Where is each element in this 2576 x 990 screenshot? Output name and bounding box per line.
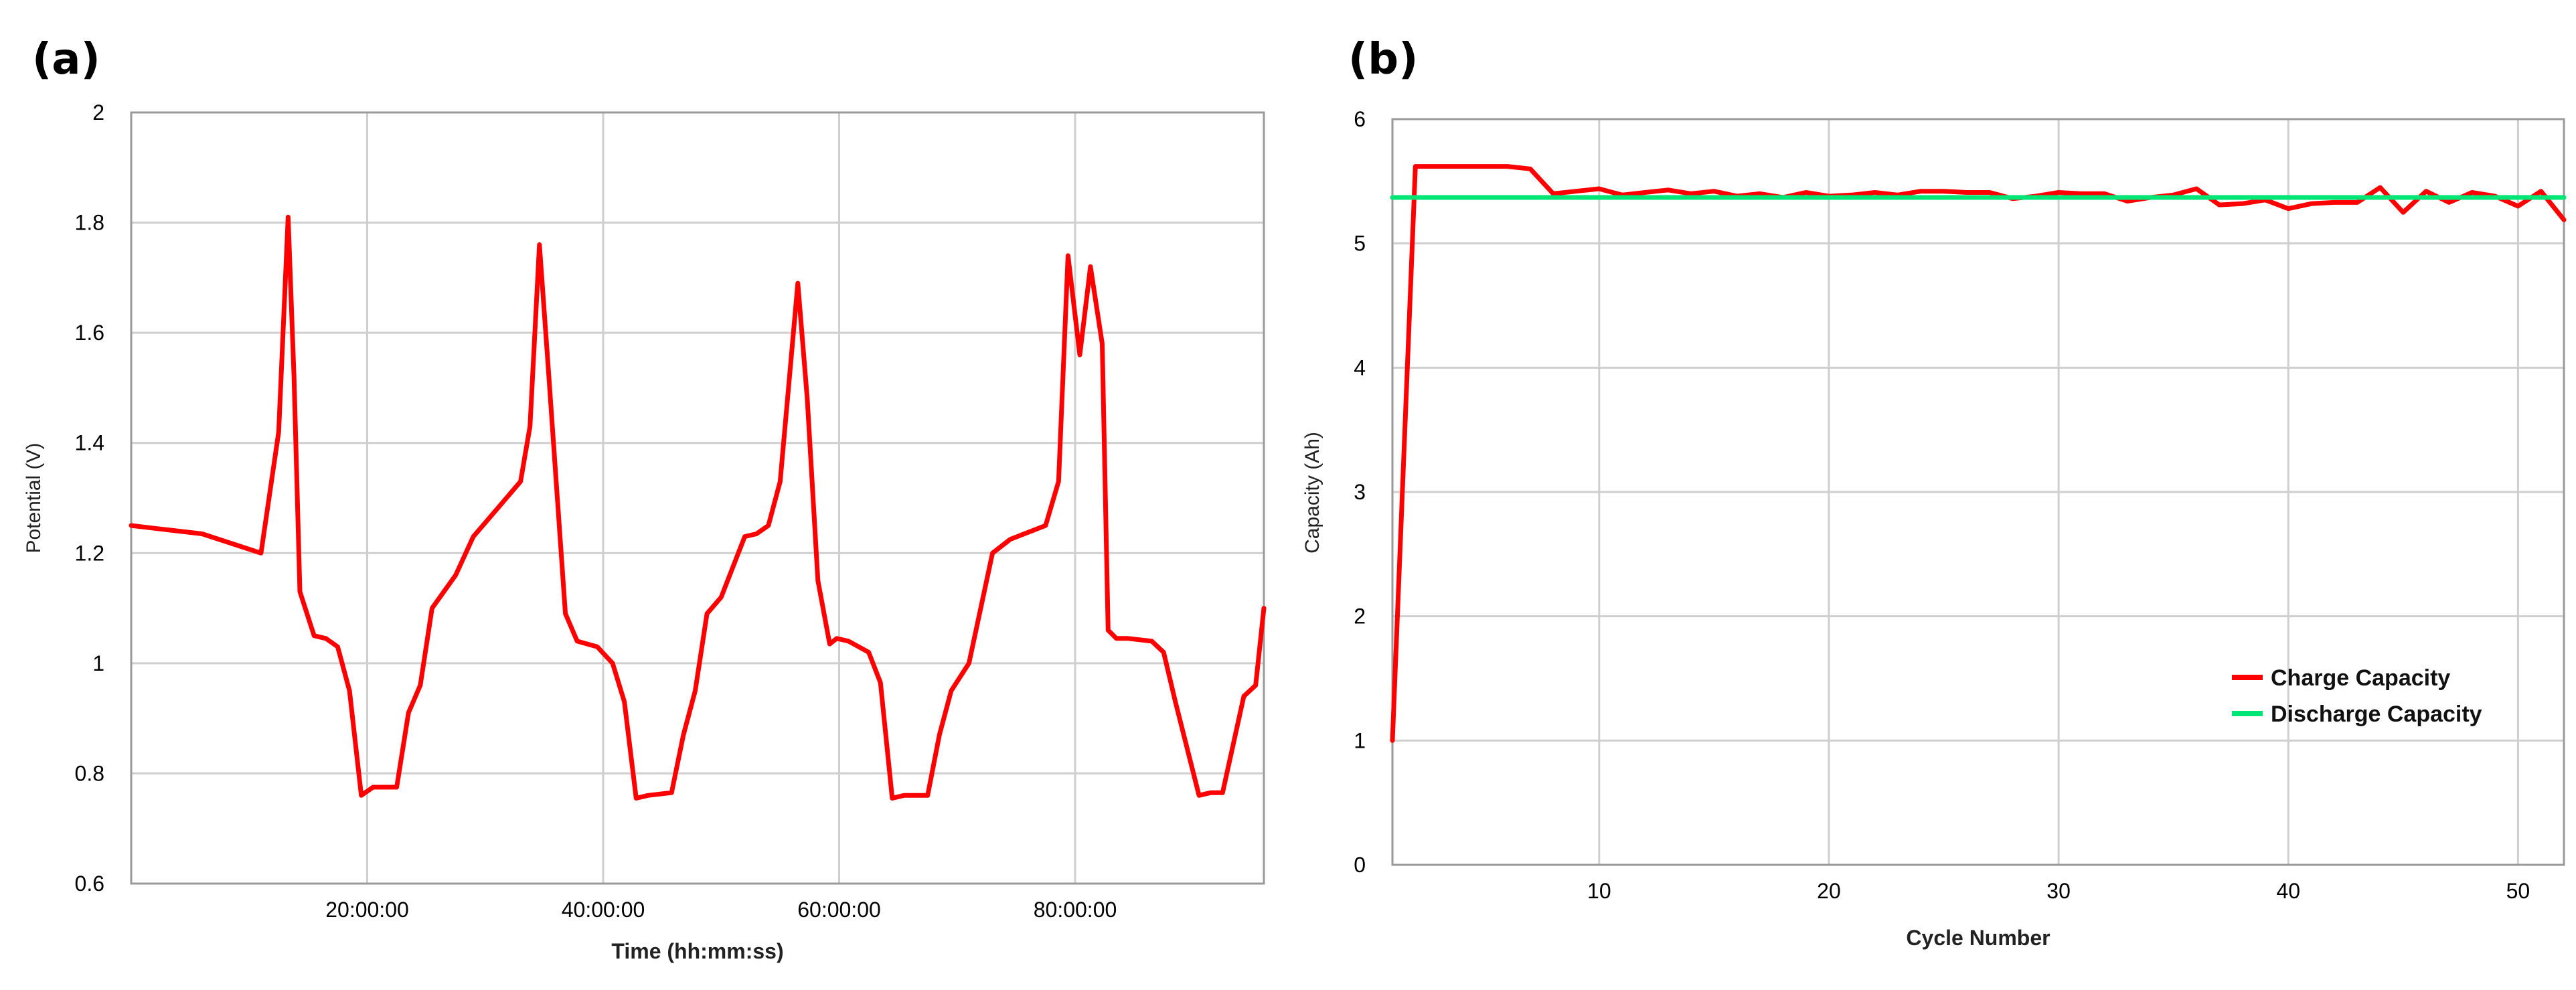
- panel-label-a: (a): [32, 35, 100, 84]
- chart-b-y-tick-label: 6: [1354, 107, 1366, 131]
- chart-b-x-axis-title: Cycle Number: [1906, 926, 2050, 950]
- chart-a-y-tick-label: 0.8: [75, 761, 104, 785]
- chart-b-x-tick-label: 50: [2506, 879, 2530, 903]
- chart-b-y-tick-labels: 0 1 2 3 4 5 6: [1354, 107, 1366, 877]
- chart-a-y-tick-labels: 0.6 0.8 1 1.2 1.4 1.6 1.8 2: [75, 100, 104, 896]
- legend-label-charge-capacity: Charge Capacity: [2271, 665, 2450, 691]
- chart-b-y-tick-label: 2: [1354, 604, 1366, 629]
- chart-a-series-line-series-0: [129, 214, 1267, 801]
- chart-b-y-tick-label: 0: [1354, 853, 1366, 877]
- chart-b-y-tick-label: 1: [1354, 728, 1366, 752]
- chart-b-x-tick-labels: 10 20 30 40 50: [1587, 879, 2530, 903]
- chart-b-legend: Charge Capacity Discharge Capacity: [2232, 665, 2482, 727]
- chart-a-y-tick-label: 0.6: [75, 872, 104, 896]
- chart-a-y-tick-label: 1.6: [75, 321, 104, 345]
- chart-a-plot-frame: [130, 111, 1265, 885]
- panel-label-b: (b): [1348, 35, 1418, 84]
- chart-a-gridlines: [131, 112, 1264, 884]
- chart-b-gridlines: [1392, 119, 2564, 865]
- chart-a-x-tick-label: 40:00:00: [562, 898, 645, 922]
- chart-b-y-axis-title: Capacity (Ah): [1301, 432, 1323, 554]
- chart-b-y-tick-label: 3: [1354, 480, 1366, 504]
- chart-b: (b) 10 20 30 40 50 0 1 2 3 4 5 6 Cycle Number Capa…: [1301, 35, 2567, 950]
- chart-b-x-tick-label: 10: [1587, 879, 1611, 903]
- chart-a-x-tick-labels: 20:00:00 40:00:00 60:00:00 80:00:00: [325, 898, 1117, 922]
- chart-a-x-tick-label: 60:00:00: [797, 898, 881, 922]
- legend-label-discharge-capacity: Discharge Capacity: [2271, 702, 2482, 727]
- chart-b-x-tick-label: 40: [2276, 879, 2300, 903]
- chart-a-y-tick-label: 1.4: [75, 431, 104, 455]
- chart-b-series-line-charge-capacity: [1390, 164, 2567, 743]
- chart-a: (a) 20:00:00 40:00:00 60:00:00 80:00:00 0.6…: [23, 35, 1267, 963]
- chart-a-y-axis-title: Potential (V): [23, 442, 45, 553]
- chart-b-y-tick-label: 5: [1354, 232, 1366, 256]
- chart-a-y-tick-label: 1.2: [75, 541, 104, 565]
- chart-a-x-tick-label: 80:00:00: [1034, 898, 1117, 922]
- chart-a-x-axis-title: Time (hh:mm:ss): [611, 939, 783, 963]
- chart-a-x-tick-label: 20:00:00: [325, 898, 409, 922]
- chart-b-y-tick-label: 4: [1354, 355, 1366, 380]
- chart-b-series: [1390, 164, 2567, 743]
- chart-b-plot-frame: [1391, 118, 2565, 866]
- chart-a-series: [129, 214, 1267, 801]
- chart-b-x-tick-label: 20: [1817, 879, 1841, 903]
- chart-a-y-tick-label: 1.8: [75, 211, 104, 235]
- chart-a-y-tick-label: 1: [92, 651, 104, 675]
- chart-a-y-tick-label: 2: [92, 100, 104, 125]
- chart-b-x-tick-label: 30: [2046, 879, 2071, 903]
